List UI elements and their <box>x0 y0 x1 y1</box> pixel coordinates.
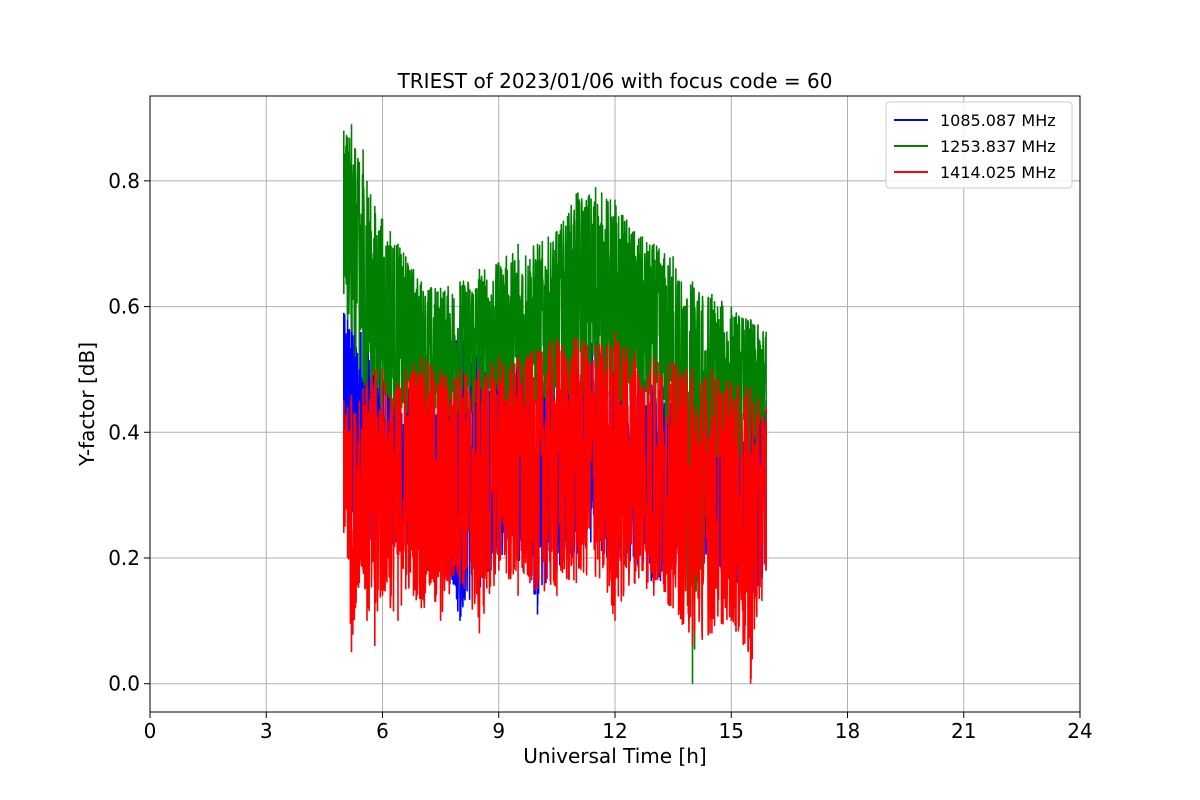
x-axis: 0 3 6 9 12 15 18 21 24 <box>144 712 1093 743</box>
x-tick-label: 6 <box>376 719 389 743</box>
legend-box <box>885 101 1073 189</box>
legend-label: 1414.025 MHz <box>940 163 1056 182</box>
x-tick-label: 0 <box>144 719 157 743</box>
y-tick-label: 0.0 <box>108 672 140 696</box>
y-tick-label: 0.6 <box>108 295 140 319</box>
legend-label: 1085.087 MHz <box>940 111 1056 130</box>
x-tick-label: 21 <box>951 719 976 743</box>
y-tick-label: 0.8 <box>108 169 140 193</box>
y-axis-label: Y-factor [dB] <box>75 342 99 467</box>
series-line-3 <box>343 331 767 684</box>
x-tick-label: 15 <box>719 719 744 743</box>
legend: 1085.087 MHz 1253.837 MHz 1414.025 MHz <box>885 101 1073 189</box>
x-tick-label: 9 <box>492 719 505 743</box>
x-tick-label: 24 <box>1067 719 1092 743</box>
x-tick-label: 3 <box>260 719 273 743</box>
y-axis: 0.0 0.2 0.4 0.6 0.8 <box>108 169 150 696</box>
chart-title: TRIEST of 2023/01/06 with focus code = 6… <box>397 69 833 93</box>
x-tick-label: 18 <box>835 719 860 743</box>
y-tick-label: 0.2 <box>108 546 140 570</box>
plot-area <box>343 124 767 684</box>
y-tick-label: 0.4 <box>108 420 140 444</box>
legend-label: 1253.837 MHz <box>940 137 1056 156</box>
x-axis-label: Universal Time [h] <box>523 744 706 768</box>
x-tick-label: 12 <box>602 719 627 743</box>
